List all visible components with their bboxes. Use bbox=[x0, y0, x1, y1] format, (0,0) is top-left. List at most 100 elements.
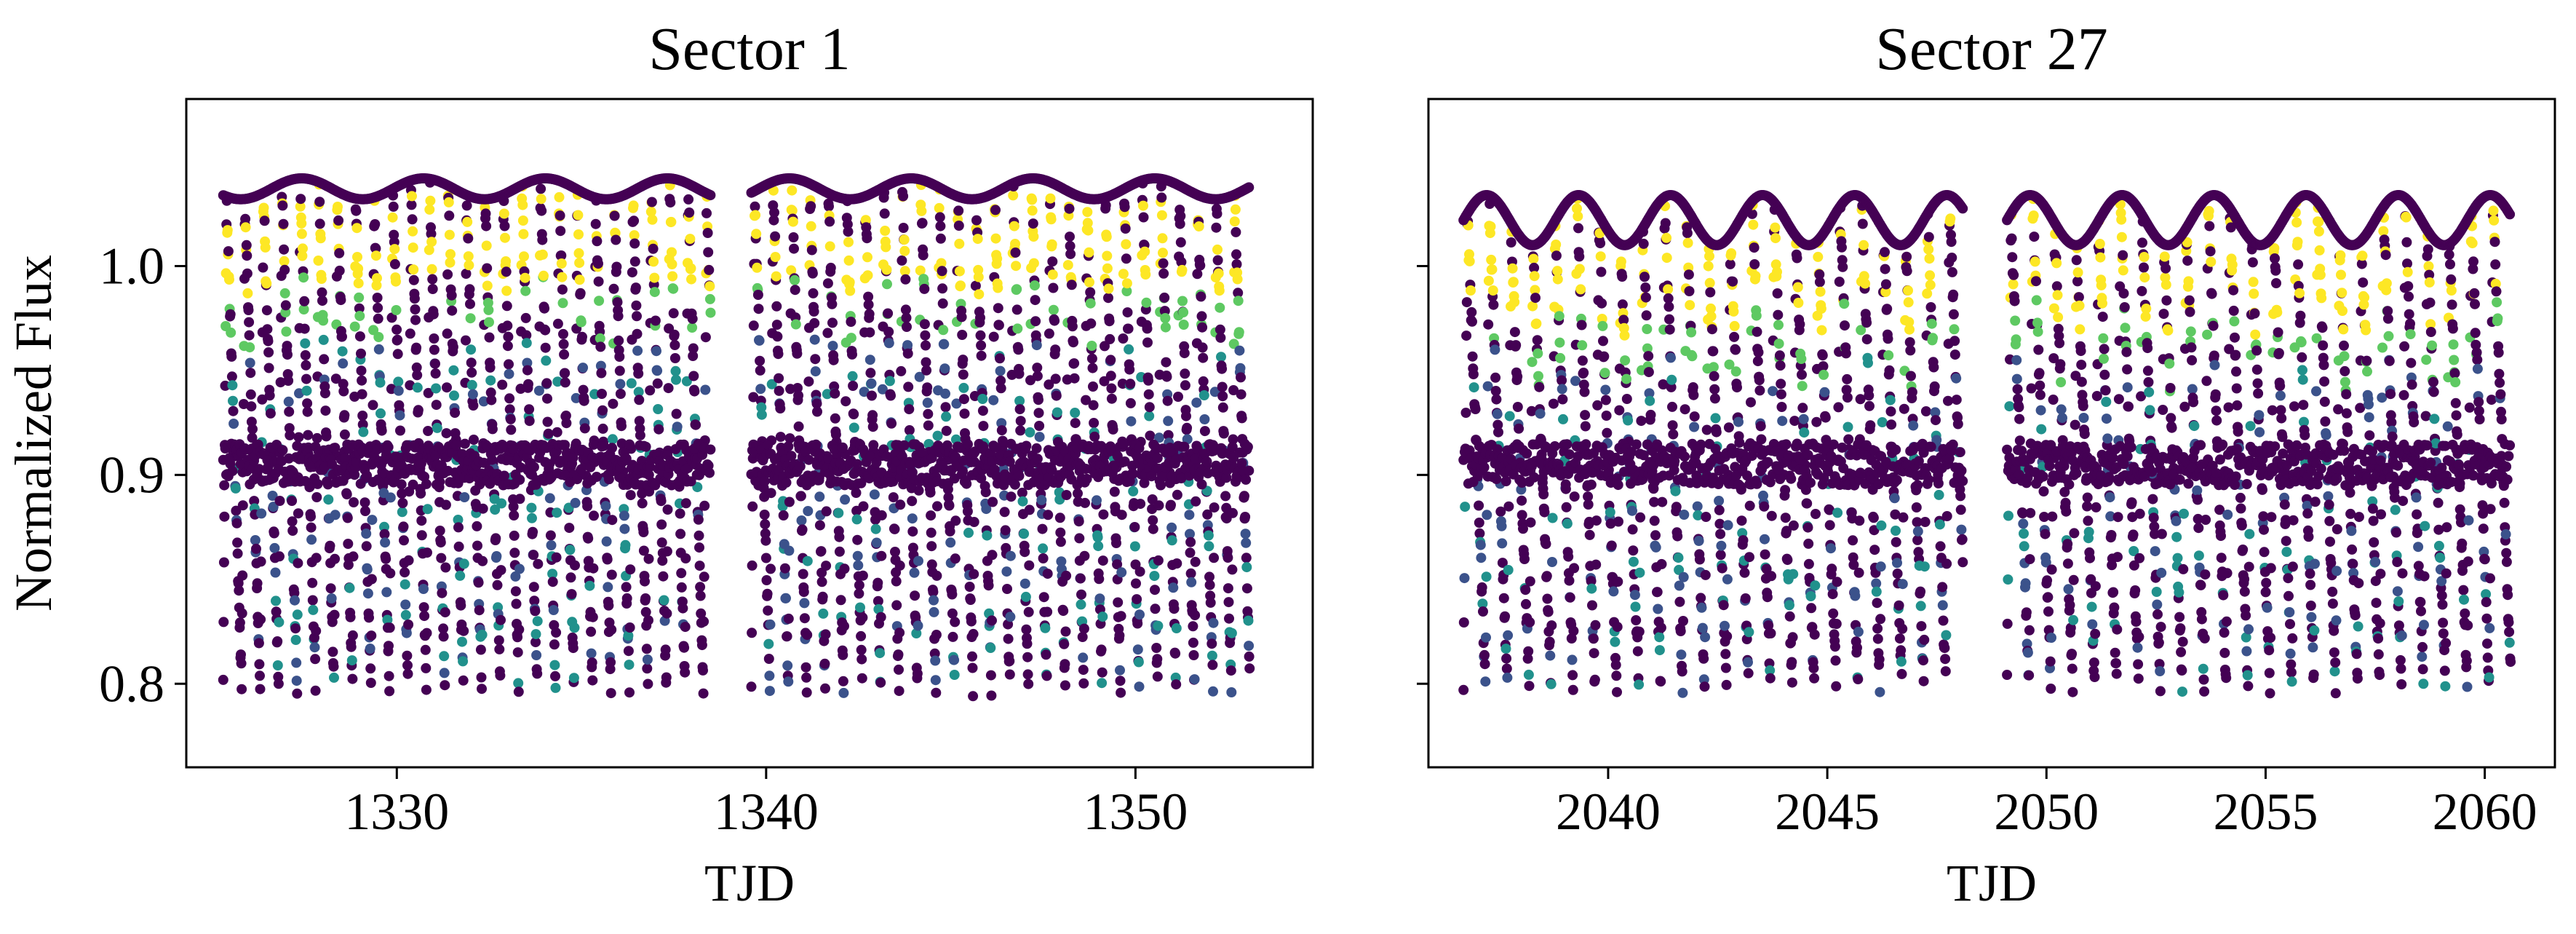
data-point bbox=[1552, 266, 1563, 277]
data-point bbox=[1569, 491, 1580, 502]
data-point bbox=[1672, 531, 1683, 542]
data-point bbox=[1569, 563, 1580, 574]
data-point bbox=[1466, 285, 1476, 296]
data-point bbox=[1019, 578, 1030, 589]
data-point bbox=[696, 608, 707, 619]
data-point bbox=[926, 541, 937, 552]
data-point bbox=[761, 575, 772, 585]
data-point bbox=[1142, 337, 1153, 348]
data-point bbox=[920, 330, 931, 341]
data-point bbox=[1533, 348, 1543, 359]
data-point bbox=[346, 641, 357, 652]
data-point bbox=[983, 580, 994, 591]
data-point bbox=[783, 441, 794, 452]
data-point bbox=[925, 487, 936, 498]
data-point bbox=[299, 323, 310, 334]
data-point bbox=[218, 674, 228, 685]
data-point bbox=[557, 272, 568, 282]
data-point bbox=[1708, 346, 1719, 357]
data-point bbox=[1692, 501, 1703, 512]
data-point bbox=[1004, 456, 1015, 467]
data-point bbox=[1204, 579, 1215, 590]
data-point bbox=[1241, 553, 1252, 563]
data-point bbox=[295, 201, 306, 212]
data-point bbox=[1644, 388, 1655, 399]
data-point bbox=[522, 357, 533, 368]
data-point bbox=[760, 553, 771, 563]
data-point bbox=[1539, 507, 1550, 518]
data-point bbox=[809, 317, 820, 328]
data-point bbox=[795, 491, 806, 502]
data-point bbox=[1519, 554, 1530, 564]
data-point bbox=[1146, 471, 1157, 482]
data-point bbox=[1239, 491, 1249, 502]
data-point bbox=[1241, 583, 1252, 594]
data-point bbox=[913, 485, 924, 496]
data-point bbox=[1185, 537, 1196, 547]
data-point bbox=[255, 684, 266, 694]
data-point bbox=[1202, 509, 1213, 520]
data-point bbox=[844, 277, 855, 288]
data-point bbox=[1204, 541, 1215, 552]
data-point bbox=[1617, 299, 1628, 310]
data-point bbox=[1209, 502, 1220, 513]
data-point bbox=[900, 274, 911, 285]
data-point bbox=[699, 571, 709, 582]
data-point bbox=[1497, 538, 1508, 549]
data-point bbox=[409, 293, 420, 304]
data-point bbox=[475, 644, 486, 655]
data-point bbox=[508, 502, 519, 512]
data-point bbox=[1562, 518, 1573, 529]
data-point bbox=[359, 497, 370, 508]
data-point bbox=[695, 590, 706, 601]
data-point bbox=[560, 368, 571, 379]
data-point bbox=[296, 229, 307, 240]
data-point bbox=[533, 385, 544, 396]
data-point bbox=[679, 642, 690, 653]
data-point bbox=[845, 285, 856, 296]
data-point bbox=[370, 219, 381, 229]
data-point bbox=[391, 305, 402, 315]
data-point bbox=[338, 475, 349, 486]
data-point bbox=[1656, 558, 1667, 569]
data-point bbox=[373, 332, 384, 342]
data-point bbox=[1116, 510, 1127, 521]
data-point bbox=[353, 264, 364, 274]
data-point bbox=[426, 237, 437, 248]
data-point bbox=[680, 667, 691, 678]
data-point bbox=[421, 478, 432, 489]
data-point bbox=[748, 320, 759, 331]
data-point bbox=[856, 654, 867, 665]
data-point bbox=[549, 639, 560, 650]
data-point bbox=[949, 654, 960, 665]
data-point bbox=[1023, 606, 1034, 617]
data-point bbox=[766, 379, 777, 389]
data-point bbox=[314, 197, 325, 207]
data-point bbox=[274, 496, 285, 506]
data-point bbox=[1668, 429, 1679, 440]
data-point bbox=[629, 256, 640, 267]
data-point bbox=[338, 379, 349, 389]
data-point bbox=[1199, 414, 1210, 424]
data-point bbox=[1535, 408, 1546, 419]
data-point bbox=[1714, 496, 1725, 506]
data-point bbox=[357, 411, 368, 421]
data-point bbox=[236, 684, 247, 694]
data-point bbox=[1017, 496, 1028, 507]
data-point bbox=[1196, 479, 1207, 490]
data-point bbox=[816, 577, 827, 587]
data-point bbox=[1228, 385, 1239, 395]
data-point bbox=[691, 419, 701, 430]
data-point bbox=[337, 331, 347, 342]
data-point bbox=[1678, 616, 1688, 626]
data-point bbox=[793, 421, 804, 432]
data-point bbox=[1030, 280, 1040, 291]
data-point bbox=[676, 568, 687, 579]
data-point bbox=[1015, 425, 1026, 436]
data-point bbox=[1033, 395, 1043, 405]
data-point bbox=[365, 644, 375, 654]
data-point bbox=[867, 390, 877, 401]
data-point bbox=[1113, 597, 1124, 608]
data-point bbox=[1124, 364, 1135, 375]
data-point bbox=[857, 612, 868, 623]
